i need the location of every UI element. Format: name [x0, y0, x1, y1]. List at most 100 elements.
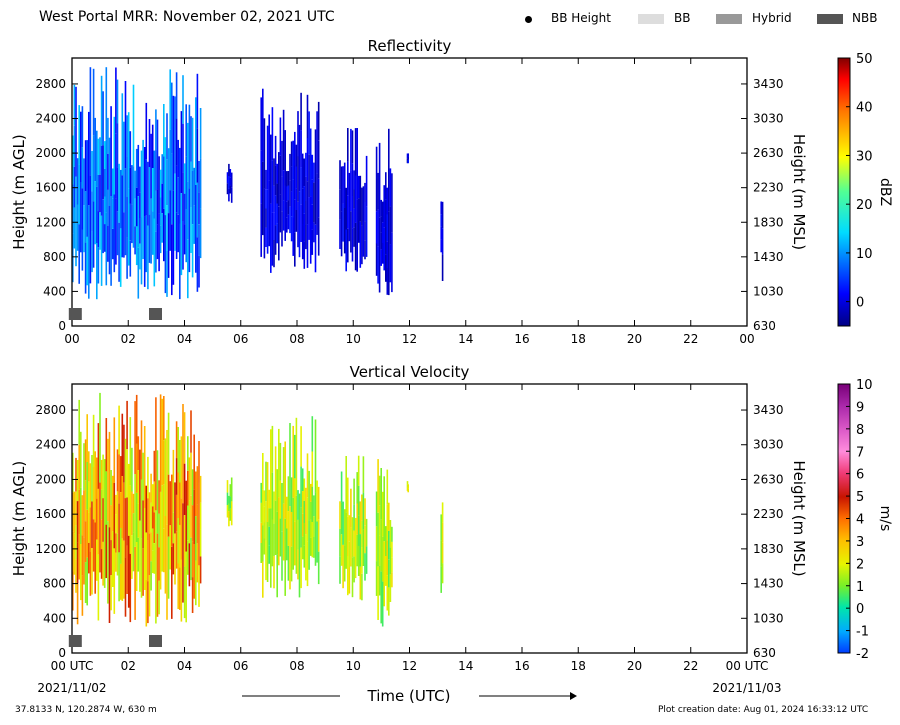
panel1-echo-streak: [385, 254, 387, 282]
panel2-echo-streak: [84, 439, 87, 481]
panel1-echo-streak: [147, 161, 149, 226]
panel2-echo-streak: [123, 540, 125, 599]
panel1-echo-streak: [99, 212, 101, 250]
panel1-echo-streak: [134, 198, 136, 227]
panel1-echo-streak: [92, 135, 95, 202]
panel1-echo-streak: [143, 217, 146, 287]
panel1-echo-streak: [191, 117, 194, 171]
panel2-echo-streak: [440, 514, 442, 541]
panel2-echo-streak: [163, 396, 165, 440]
panel2-echo-streak: [297, 519, 299, 550]
panel1-echo-streak: [161, 154, 163, 184]
panel1-echo-streak: [83, 158, 85, 206]
panel2-echo-streak: [377, 459, 379, 513]
panel1-echo-streak: [364, 221, 366, 241]
panel1-echo-streak: [158, 156, 160, 214]
panel1-echo-streak: [182, 221, 184, 270]
panel2-echo-field: [72, 392, 444, 627]
panel2-echo-streak: [105, 524, 108, 579]
panel1-echo-streak: [290, 166, 293, 192]
panel1-echo-streak: [359, 175, 362, 222]
panel1-echo-streak: [389, 206, 392, 245]
panel1-echo-streak: [230, 172, 233, 188]
panel1-echo-streak: [172, 95, 175, 191]
panel1-echo-streak: [228, 176, 230, 189]
panel2-echo-streak: [353, 478, 355, 505]
panel1-echo-streak: [196, 73, 199, 129]
panel2-echo-streak: [75, 457, 77, 492]
panel1-echo-streak: [175, 165, 178, 213]
bb-height-legend-marker: [525, 16, 532, 23]
panel1-echo-streak: [305, 201, 307, 226]
panel1-echo-streak: [386, 214, 389, 242]
panel2-echo-streak: [83, 537, 85, 585]
panel1-y2-tick-label: 1430: [753, 250, 784, 264]
panel2-echo-streak: [163, 440, 165, 485]
panel2-echo-streak: [131, 491, 133, 536]
panel1-echo-streak: [131, 165, 133, 205]
panel1-echo-streak: [119, 169, 122, 229]
panel2-echo-streak: [94, 451, 96, 523]
panel2-echo-streak: [137, 537, 140, 572]
panel1-echo-streak: [294, 165, 296, 200]
panel1-echo-streak: [97, 174, 100, 212]
panel2-echo-streak: [156, 533, 159, 617]
panel1-echo-streak: [364, 202, 366, 222]
panel1-echo-streak: [86, 236, 88, 286]
panel1-echo-streak: [265, 189, 267, 209]
panel1-echo-streak: [151, 168, 154, 212]
panel2-echo-streak: [229, 508, 232, 521]
panel2-echo-streak: [440, 566, 442, 593]
panel2-echo-streak: [361, 494, 363, 521]
panel2-echo-streak: [300, 466, 302, 508]
panel1-echo-streak: [175, 72, 178, 119]
panel2-echo-streak: [229, 484, 232, 497]
panel2-echo-streak: [339, 556, 341, 584]
panel2-echo-streak: [123, 424, 125, 483]
panel1-echo-streak: [182, 172, 184, 221]
panel2-echo-streak: [362, 529, 365, 566]
panel2-echo-streak: [260, 523, 262, 543]
panel2-echo-streak: [199, 529, 202, 557]
panel2-echo-streak: [110, 540, 112, 576]
panel1-echo-streak: [153, 150, 156, 219]
panel2-echo-streak: [150, 561, 152, 591]
panel2-echo-streak: [348, 515, 351, 542]
panel2-echo-streak: [126, 545, 128, 594]
panel1-echo-streak: [124, 81, 127, 169]
panel1-echo-streak: [137, 196, 140, 248]
panel1-echo-streak: [316, 173, 318, 235]
panel2-echo-streak: [191, 577, 194, 613]
panel1-echo-streak: [72, 184, 74, 234]
panel2-echo-streak: [441, 502, 444, 523]
panel1-echo-streak: [198, 161, 200, 193]
panel2-echo-streak: [195, 516, 197, 561]
panel2-echo-streak: [191, 541, 194, 577]
panel2-echo-streak: [260, 543, 262, 563]
panel2-echo-streak: [350, 527, 352, 567]
panel2-echo-streak: [361, 521, 363, 548]
panel2-echo-streak: [81, 575, 84, 616]
panel2-echo-streak: [290, 546, 293, 582]
panel2-echo-streak: [134, 401, 136, 474]
panel2-echo-streak: [377, 512, 379, 567]
panel2-echo-streak: [166, 430, 168, 525]
panel2-x-tick-label: 10: [346, 659, 361, 673]
panel1-echo-streak: [276, 203, 278, 224]
panel1-echo-streak: [164, 215, 167, 294]
panel2-echo-streak: [147, 540, 149, 582]
panel2-echo-streak: [226, 505, 229, 518]
panel1-echo-streak: [161, 183, 163, 214]
panel1-echo-streak: [353, 227, 355, 247]
panel1-echo-streak: [311, 204, 314, 230]
panel2-echo-streak: [313, 495, 315, 517]
panel1-echo-streak: [123, 121, 125, 167]
panel2-echo-streak: [142, 452, 144, 501]
panel1-echo-streak: [174, 173, 176, 251]
panel2-echo-streak: [86, 557, 88, 606]
panel1-echo-streak: [301, 153, 304, 189]
panel1-echo-streak: [306, 224, 309, 268]
panel1-echo-streak: [301, 188, 304, 224]
panel2-echo-streak: [94, 522, 96, 594]
panel2-echo-streak: [172, 481, 175, 513]
